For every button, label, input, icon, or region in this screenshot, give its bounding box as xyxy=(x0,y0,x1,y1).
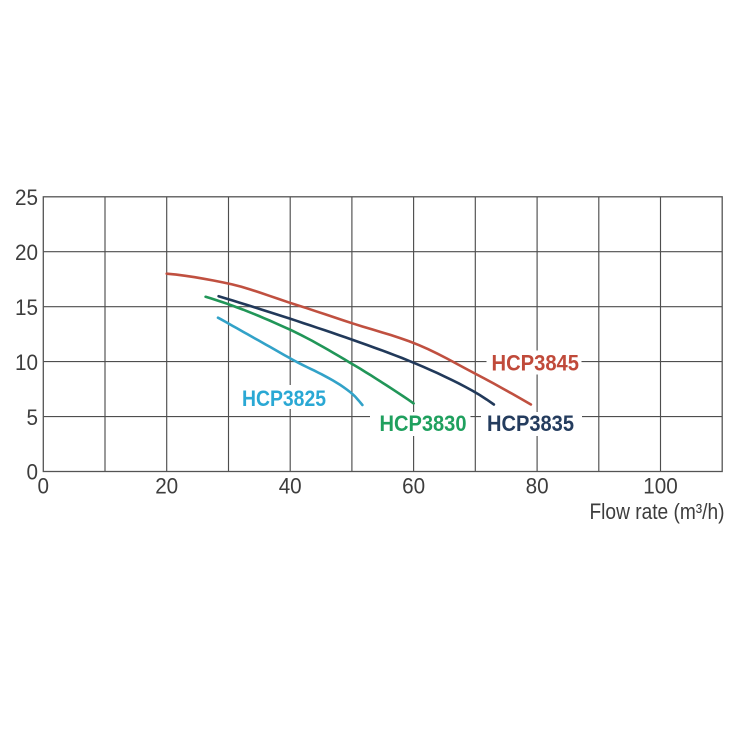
svg-text:HCP3845: HCP3845 xyxy=(492,351,580,376)
svg-text:5: 5 xyxy=(27,405,39,430)
svg-text:HCP3825: HCP3825 xyxy=(242,386,326,411)
svg-text:Flow rate (m³/h): Flow rate (m³/h) xyxy=(590,499,725,524)
svg-text:100: 100 xyxy=(643,473,678,498)
svg-text:0: 0 xyxy=(27,460,39,485)
svg-text:80: 80 xyxy=(526,473,549,498)
svg-text:20: 20 xyxy=(15,240,38,265)
svg-text:15: 15 xyxy=(15,295,38,320)
svg-text:10: 10 xyxy=(15,350,38,375)
svg-text:40: 40 xyxy=(279,473,302,498)
svg-text:25: 25 xyxy=(15,185,38,210)
svg-text:HCP3835: HCP3835 xyxy=(487,411,574,436)
svg-text:0: 0 xyxy=(38,473,50,498)
svg-text:20: 20 xyxy=(155,473,178,498)
svg-text:HCP3830: HCP3830 xyxy=(380,411,467,436)
svg-text:60: 60 xyxy=(402,473,425,498)
